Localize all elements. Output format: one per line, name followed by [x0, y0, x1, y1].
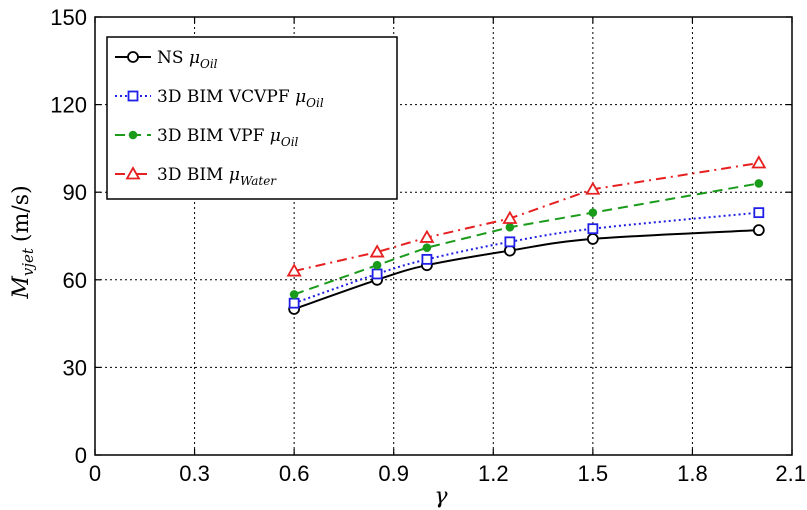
legend-marker [128, 130, 138, 140]
data-point [588, 208, 598, 217]
series-line [293, 211, 759, 305]
legend-label-text: NS [157, 48, 189, 68]
legend-label-subscript: Oil [306, 96, 324, 110]
x-tick-label: 2.1 [775, 461, 806, 486]
data-point [753, 207, 765, 219]
y-tick-label: 60 [63, 268, 87, 293]
data-point [585, 181, 601, 195]
data-point [752, 224, 765, 237]
data-point [422, 243, 432, 252]
legend-entry: 3D BIM μWater [115, 165, 277, 188]
y-tick-label: 150 [50, 5, 87, 30]
x-tick-label: 0.9 [378, 461, 409, 486]
legend-label-subscript: Oil [200, 57, 218, 71]
legend-label: 3D BIM μWater [157, 165, 277, 188]
legend-label-subscript: Water [240, 174, 277, 188]
series-line [293, 162, 759, 273]
legend-entry: NS μOil [115, 48, 218, 71]
y-tick-label: 0 [75, 443, 87, 468]
data-point [289, 290, 299, 299]
data-point [288, 297, 300, 309]
y-tick-label: 90 [63, 180, 87, 205]
legend-entry: 3D BIM VCVPF μOil [115, 87, 324, 110]
series-2 [288, 207, 765, 309]
series-3 [289, 179, 764, 299]
data-point [751, 155, 767, 169]
legend-marker [127, 90, 139, 102]
x-tick-label: 0 [89, 461, 101, 486]
data-point [505, 222, 515, 232]
legend-label-symbol: μ [295, 87, 306, 107]
series-layer [286, 155, 767, 315]
legend-label-text: 3D BIM VCVPF [157, 87, 295, 107]
legend-marker [125, 166, 141, 180]
data-point [502, 210, 518, 224]
legend-entry: 3D BIM VPF μOil [115, 126, 299, 149]
axis-ticks: 0 0.3 0.6 0.9 1.2 1.5 1.8 2.1 0 30 60 90 120 150 [50, 5, 806, 486]
x-tick-label: 0.3 [179, 461, 210, 486]
y-axis-label-subscript: vjet [19, 247, 37, 276]
y-axis-label-units: (m/s) [9, 185, 34, 242]
legend-label-text: 3D BIM [157, 165, 229, 185]
plot-frame [94, 16, 793, 456]
legend-label-subscript: Oil [281, 135, 299, 149]
data-point [504, 236, 516, 248]
y-axis-label: Mvjet (m/s) [9, 185, 37, 299]
legend-label-symbol: μ [189, 48, 200, 68]
x-tick-label: 0.6 [279, 461, 310, 486]
series-line [293, 229, 759, 310]
x-axis-label: γ [434, 484, 448, 509]
data-point [587, 223, 599, 235]
data-point [369, 244, 385, 258]
x-tick-label: 1.8 [677, 461, 708, 486]
legend-box [106, 36, 398, 200]
series-4 [286, 155, 767, 277]
data-point [586, 233, 599, 245]
legend-label-symbol: μ [229, 165, 240, 185]
y-tick-label: 120 [50, 93, 87, 118]
legend-marker [127, 51, 139, 63]
legend-label: 3D BIM VCVPF μOil [157, 87, 324, 110]
legend-label: 3D BIM VPF μOil [157, 126, 299, 149]
legend-label: NS μOil [157, 48, 218, 71]
x-tick-label: 1.2 [478, 461, 509, 486]
series-line [293, 182, 759, 296]
x-tick-label: 1.5 [578, 461, 609, 486]
data-point [754, 179, 764, 188]
data-point [421, 253, 433, 265]
data-point [372, 260, 382, 270]
data-point [419, 229, 435, 243]
y-axis-label-symbol: M [9, 276, 34, 300]
legend-label-text: 3D BIM VPF [157, 126, 270, 146]
y-tick-label: 30 [63, 355, 87, 380]
data-point [371, 268, 383, 280]
legend-label-symbol: μ [270, 126, 281, 146]
data-point [286, 263, 302, 277]
